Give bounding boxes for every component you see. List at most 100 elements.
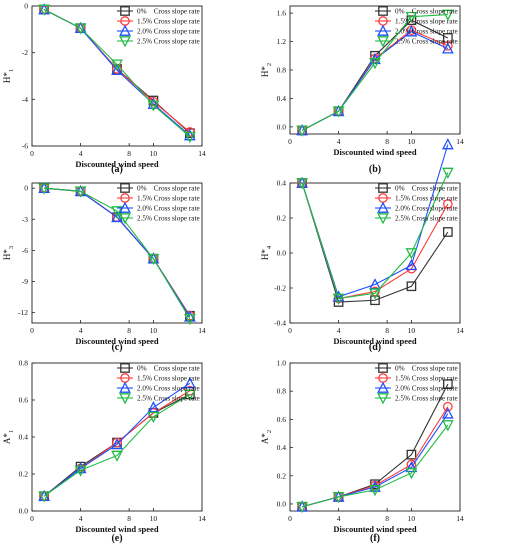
legend-label: 1.5% Cross slope rate	[137, 18, 200, 26]
y-tick-label: -3	[22, 215, 28, 224]
legend-marker	[119, 36, 131, 48]
y-axis-label: A*1	[2, 430, 15, 444]
x-tick-label: 4	[337, 514, 341, 523]
legend-marker	[119, 381, 131, 393]
data-point	[443, 40, 453, 51]
data-point	[405, 258, 418, 271]
legend-marker	[120, 363, 130, 373]
y-tick-label: -0.4	[274, 319, 286, 328]
y-tick-label: 0	[24, 184, 28, 193]
x-axis-label: Discounted wind speed	[333, 147, 416, 157]
data-point	[332, 290, 345, 302]
legend-marker	[377, 24, 389, 36]
legend-label: 2.5% Cross slope rate	[395, 215, 458, 223]
data-point	[296, 125, 309, 137]
legend-label: 1.5% Cross slope rate	[395, 375, 458, 383]
data-point	[147, 411, 160, 424]
y-tick-label: 0.0	[277, 499, 287, 508]
legend-marker	[377, 393, 389, 405]
y-tick-label: 0.8	[19, 359, 29, 368]
data-point	[38, 4, 51, 16]
panel-label: (c)	[111, 342, 122, 353]
x-axis-label: Discounted wind speed	[333, 524, 416, 534]
x-tick-label: 0	[30, 326, 34, 335]
data-point	[369, 288, 381, 300]
legend-marker	[119, 213, 131, 225]
panel-label: (d)	[369, 342, 381, 353]
legend-marker	[378, 183, 388, 193]
data-point	[296, 501, 309, 514]
data-point	[443, 227, 453, 237]
legend-label: 1.5% Cross slope rate	[137, 195, 200, 203]
x-tick-label: 4	[337, 137, 341, 146]
legend-label: 2.5% Cross slope rate	[137, 38, 200, 46]
data-point	[441, 420, 454, 432]
x-tick-label: 10	[150, 514, 158, 523]
series-line	[301, 13, 448, 131]
data-point	[147, 400, 160, 413]
data-point	[441, 407, 454, 419]
data-point	[406, 15, 417, 26]
x-tick-label: 10	[150, 326, 158, 335]
x-tick-label: 8	[127, 149, 131, 158]
x-tick-label: 0	[30, 514, 34, 523]
legend-label: 2.0% Cross slope rate	[137, 28, 200, 36]
legend-label: 1.5% Cross slope rate	[395, 18, 458, 26]
x-tick-label: 10	[150, 149, 158, 158]
x-tick-label: 14	[456, 137, 464, 146]
plot-frame	[31, 5, 203, 147]
legend-label: 2.0% Cross slope rate	[137, 385, 200, 393]
data-point	[183, 389, 196, 401]
y-axis-label: H*1	[2, 69, 15, 83]
x-tick-label: 4	[79, 149, 83, 158]
x-tick-label: 8	[385, 514, 389, 523]
legend-marker	[120, 183, 130, 193]
y-tick-label: 0.8	[277, 387, 287, 396]
chart-panel-a: 0 4 8 10 14 -6 -4 -2 0 Discounted wind speed H*1 0%…	[2, 2, 206, 176]
y-tick-label: -4	[22, 95, 28, 104]
legend-marker	[378, 6, 388, 16]
data-point	[183, 131, 196, 144]
data-point	[183, 314, 196, 326]
series-line	[301, 424, 449, 508]
y-tick-label: 0.2	[277, 471, 287, 480]
chart-panel-c: 0 4 8 10 14 -12 -9 -6 -3 0 Discounted wind speed H*…	[2, 181, 206, 353]
panel-label: (b)	[369, 164, 381, 175]
data-point	[405, 460, 418, 473]
data-point	[406, 281, 417, 292]
data-point	[38, 183, 51, 195]
data-point	[111, 437, 123, 450]
plot-frame	[289, 362, 461, 512]
panel-label: (a)	[111, 164, 123, 175]
data-point	[332, 293, 345, 305]
data-point	[38, 491, 51, 503]
series-line	[301, 30, 449, 131]
data-point	[332, 492, 345, 504]
legend-label: 0% Cross slope rate	[395, 8, 458, 16]
data-point	[111, 59, 123, 71]
y-tick-label: 0.6	[19, 396, 29, 405]
y-tick-label: 0.0	[277, 122, 287, 131]
data-point	[296, 178, 309, 190]
data-point	[405, 248, 418, 260]
chart-panel-f: 0 4 8 10 14 0.0 0.2 0.4 0.6 0.8 1.0 Discounted wind…	[260, 359, 464, 545]
data-point	[369, 480, 381, 492]
legend-label: 2.5% Cross slope rate	[137, 395, 200, 403]
panel-label: (f)	[370, 533, 380, 544]
x-tick-label: 14	[198, 514, 206, 523]
data-point	[147, 100, 160, 112]
data-point	[443, 401, 453, 412]
legend-marker	[377, 36, 389, 48]
x-tick-label: 0	[288, 514, 292, 523]
legend-label: 0% Cross slope rate	[137, 365, 200, 373]
series-line	[43, 382, 191, 497]
x-tick-label: 4	[79, 514, 83, 523]
chart-panel-d: 0 4 8 10 14 -0.4 -0.2 0.0 0.2 0.4 Discounted wind …	[260, 138, 464, 353]
y-axis-label: H*3	[2, 246, 15, 260]
data-point	[441, 9, 454, 21]
x-tick-label: 8	[385, 137, 389, 146]
y-tick-label: 0.4	[277, 443, 287, 452]
x-axis-label: Discounted wind speed	[75, 524, 158, 534]
legend-label: 2.0% Cross slope rate	[395, 28, 458, 36]
